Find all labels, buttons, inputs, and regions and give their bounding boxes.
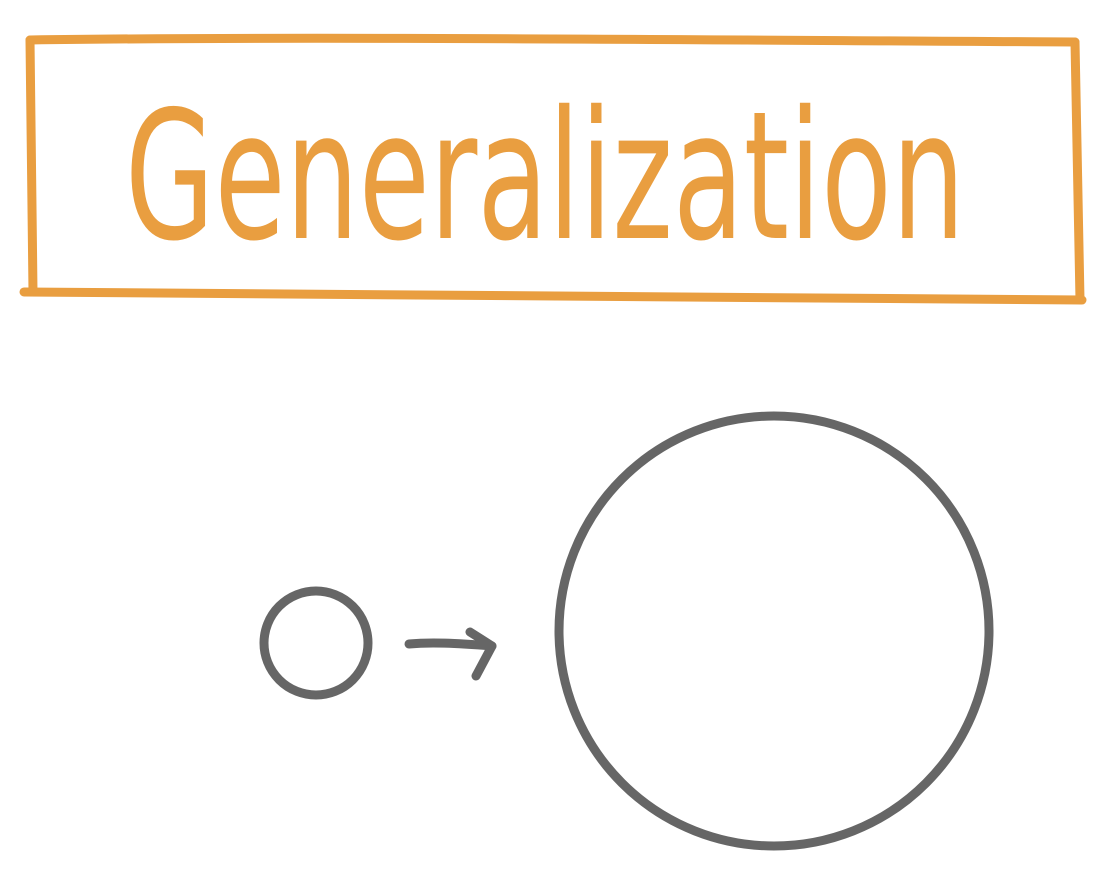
title-frame-bottom <box>19 287 1087 305</box>
arrow-right-icon <box>404 627 497 681</box>
title-frame-right <box>1070 37 1085 305</box>
title-text: Generalization <box>125 73 965 280</box>
shape-group <box>259 411 994 851</box>
title-frame-left <box>25 35 38 297</box>
arrow-head <box>465 627 497 681</box>
small-circle <box>259 586 373 700</box>
title-frame <box>19 33 1087 305</box>
title-frame-top <box>25 33 1080 47</box>
arrow-shaft <box>404 638 497 651</box>
large-circle <box>554 411 994 851</box>
